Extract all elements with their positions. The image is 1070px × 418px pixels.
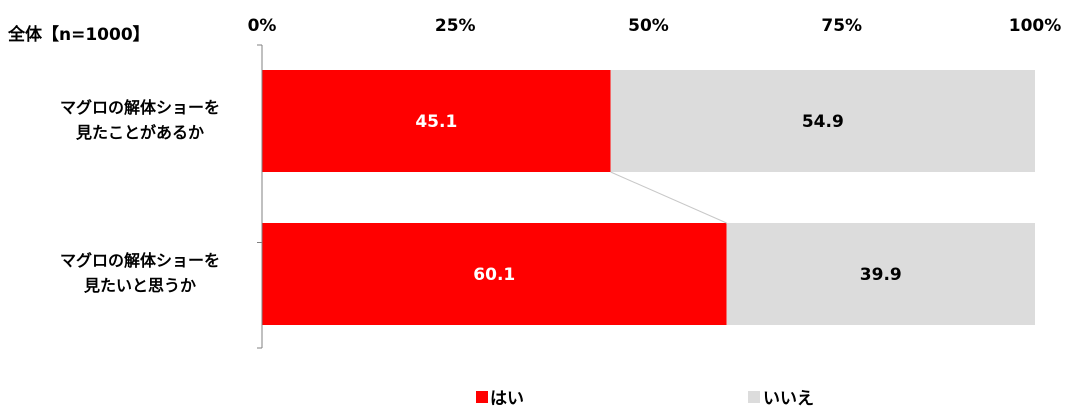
legend-label: はい <box>490 389 524 409</box>
category-label: マグロの解体ショーを見たいと思うか <box>60 251 220 295</box>
data-label: 39.9 <box>860 265 902 285</box>
bar-yes <box>262 70 611 172</box>
x-tick-label: 100% <box>1009 16 1062 36</box>
x-tick-label: 0% <box>248 16 277 36</box>
x-tick-label: 50% <box>628 16 669 36</box>
chart-subtitle: 全体【n=1000】 <box>7 24 150 45</box>
legend-swatch <box>476 391 488 403</box>
data-label: 54.9 <box>802 112 844 132</box>
legend-label: いいえ <box>763 389 814 409</box>
series-line <box>610 171 727 224</box>
bar-yes <box>262 223 727 325</box>
x-tick-label: 25% <box>435 16 476 36</box>
bar-no <box>610 70 1035 172</box>
data-label: 60.1 <box>473 265 515 285</box>
legend-swatch <box>748 391 760 403</box>
x-tick-label: 75% <box>821 16 862 36</box>
data-label: 45.1 <box>415 112 457 132</box>
category-label: マグロの解体ショーを見たことがあるか <box>60 98 220 142</box>
bar-no <box>726 223 1035 325</box>
